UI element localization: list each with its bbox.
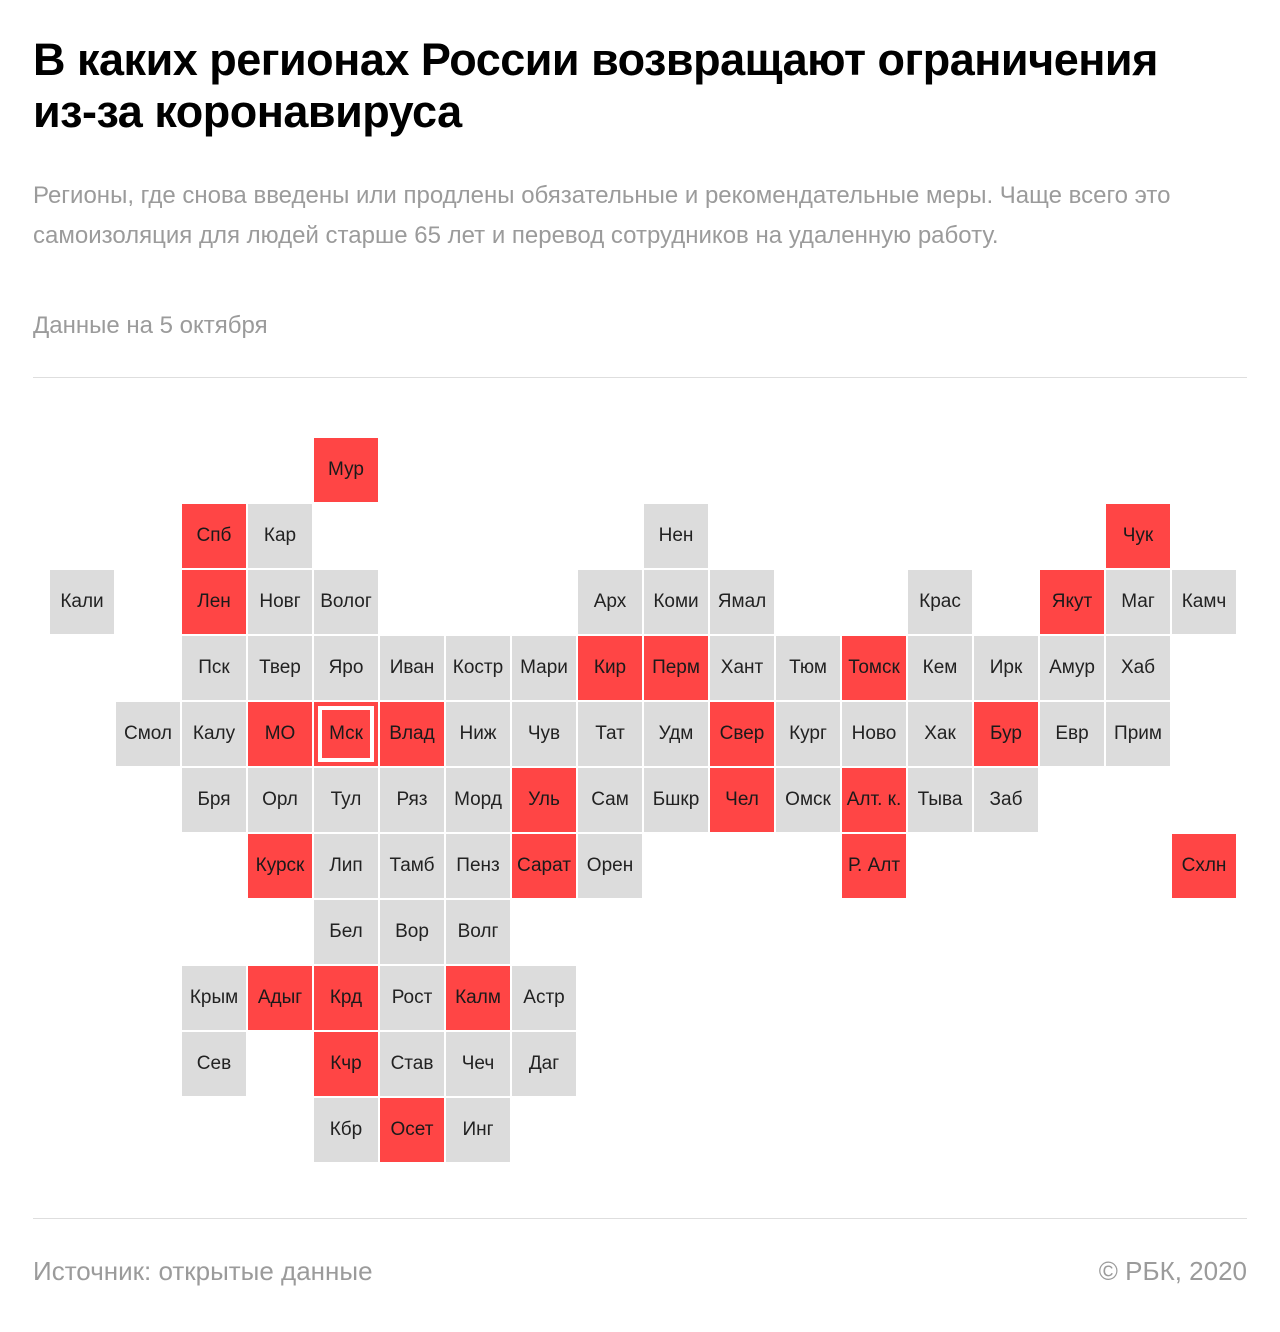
region-tile: Орл xyxy=(248,768,312,832)
region-tile: Адыг xyxy=(248,966,312,1030)
region-tile: Волог xyxy=(314,570,378,634)
region-tile: Кали xyxy=(50,570,114,634)
region-tile: Ряз xyxy=(380,768,444,832)
region-tile: Кем xyxy=(908,636,972,700)
region-tile: Бшкр xyxy=(644,768,708,832)
region-tile: Кчр xyxy=(314,1032,378,1096)
region-tile: Калм xyxy=(446,966,510,1030)
region-tile: Калу xyxy=(182,702,246,766)
region-tile: Сарат xyxy=(512,834,576,898)
region-tile: Чув xyxy=(512,702,576,766)
region-tile: Маг xyxy=(1106,570,1170,634)
region-tile: Даг xyxy=(512,1032,576,1096)
bottom-divider xyxy=(33,1218,1247,1219)
region-tile: Сев xyxy=(182,1032,246,1096)
region-tile: Мск xyxy=(314,702,378,766)
region-tile: Кир xyxy=(578,636,642,700)
region-tile: Прим xyxy=(1106,702,1170,766)
region-tile: Мур xyxy=(314,438,378,502)
region-tile: Свер xyxy=(710,702,774,766)
region-tile: Чел xyxy=(710,768,774,832)
region-tile: Инг xyxy=(446,1098,510,1162)
region-tile: Новг xyxy=(248,570,312,634)
region-tile: Тюм xyxy=(776,636,840,700)
region-tile: Томск xyxy=(842,636,906,700)
top-divider xyxy=(33,377,1247,378)
region-tile: Схлн xyxy=(1172,834,1236,898)
region-tile: Хант xyxy=(710,636,774,700)
region-tile: Лен xyxy=(182,570,246,634)
region-tile: Костр xyxy=(446,636,510,700)
region-tile: Хак xyxy=(908,702,972,766)
region-tile: Ниж xyxy=(446,702,510,766)
region-tile: Коми xyxy=(644,570,708,634)
page-title: В каких регионах России возвращают огран… xyxy=(33,34,1158,137)
region-tile: Хаб xyxy=(1106,636,1170,700)
region-tile: Кург xyxy=(776,702,840,766)
region-tile: Крд xyxy=(314,966,378,1030)
source-note: Источник: открытые данные xyxy=(33,1256,373,1286)
region-tile: Бур xyxy=(974,702,1038,766)
region-tile: Рост xyxy=(380,966,444,1030)
region-tile: Став xyxy=(380,1032,444,1096)
region-tile: Перм xyxy=(644,636,708,700)
region-tile: Яро xyxy=(314,636,378,700)
region-tile: Вор xyxy=(380,900,444,964)
region-tile: Орен xyxy=(578,834,642,898)
date-note: Данные на 5 октября xyxy=(33,312,268,339)
region-tile: Чук xyxy=(1106,504,1170,568)
region-tile: Мари xyxy=(512,636,576,700)
region-tile: Евр xyxy=(1040,702,1104,766)
region-tile: Кар xyxy=(248,504,312,568)
region-tile: Влад xyxy=(380,702,444,766)
region-tile: Якут xyxy=(1040,570,1104,634)
region-tile: Ирк xyxy=(974,636,1038,700)
region-tile: Осет xyxy=(380,1098,444,1162)
region-tile: Спб xyxy=(182,504,246,568)
region-tile: Заб xyxy=(974,768,1038,832)
region-tile: Курск xyxy=(248,834,312,898)
region-tile: Крас xyxy=(908,570,972,634)
region-tile: Астр xyxy=(512,966,576,1030)
region-tile: Иван xyxy=(380,636,444,700)
region-tile: Бря xyxy=(182,768,246,832)
region-tile: Арх xyxy=(578,570,642,634)
region-tile: Уль xyxy=(512,768,576,832)
region-tile: Пенз xyxy=(446,834,510,898)
region-tile: Тат xyxy=(578,702,642,766)
region-tile: Камч xyxy=(1172,570,1236,634)
region-tile: Тамб xyxy=(380,834,444,898)
region-tile: Морд xyxy=(446,768,510,832)
region-tile: Ново xyxy=(842,702,906,766)
copyright: © РБК, 2020 xyxy=(1098,1256,1247,1286)
region-tile: Р. Алт xyxy=(842,834,906,898)
region-tile: Амур xyxy=(1040,636,1104,700)
region-tile: Кбр xyxy=(314,1098,378,1162)
region-tile: Омск xyxy=(776,768,840,832)
region-tile: МО xyxy=(248,702,312,766)
region-tile: Бел xyxy=(314,900,378,964)
region-tile: Волг xyxy=(446,900,510,964)
region-tile: Чеч xyxy=(446,1032,510,1096)
region-tile: Сам xyxy=(578,768,642,832)
subtitle: Регионы, где снова введены или продлены … xyxy=(33,182,1171,249)
region-tile: Алт. к. xyxy=(842,768,906,832)
region-tile: Пск xyxy=(182,636,246,700)
region-tile: Крым xyxy=(182,966,246,1030)
region-tile: Удм xyxy=(644,702,708,766)
region-tile: Смол xyxy=(116,702,180,766)
region-tile: Твер xyxy=(248,636,312,700)
region-tile: Нен xyxy=(644,504,708,568)
region-tile: Тыва xyxy=(908,768,972,832)
region-tile: Тул xyxy=(314,768,378,832)
region-tile: Лип xyxy=(314,834,378,898)
region-tile: Ямал xyxy=(710,570,774,634)
